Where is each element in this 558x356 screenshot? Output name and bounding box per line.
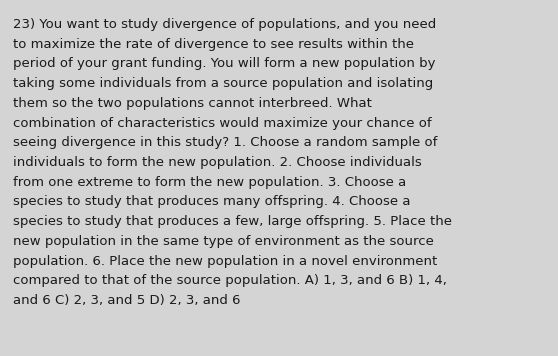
Text: combination of characteristics would maximize your chance of: combination of characteristics would max… [13,117,432,130]
Text: period of your grant funding. You will form a new population by: period of your grant funding. You will f… [13,57,435,70]
Text: them so the two populations cannot interbreed. What: them so the two populations cannot inter… [13,97,372,110]
Text: to maximize the rate of divergence to see results within the: to maximize the rate of divergence to se… [13,38,414,51]
Text: from one extreme to form the new population. 3. Choose a: from one extreme to form the new populat… [13,176,406,189]
Text: population. 6. Place the new population in a novel environment: population. 6. Place the new population … [13,255,437,268]
Text: taking some individuals from a source population and isolating: taking some individuals from a source po… [13,77,433,90]
Text: seeing divergence in this study? 1. Choose a random sample of: seeing divergence in this study? 1. Choo… [13,136,437,149]
Text: species to study that produces a few, large offspring. 5. Place the: species to study that produces a few, la… [13,215,452,228]
Text: 23) You want to study divergence of populations, and you need: 23) You want to study divergence of popu… [13,18,436,31]
Text: species to study that produces many offspring. 4. Choose a: species to study that produces many offs… [13,195,411,209]
Text: compared to that of the source population. A) 1, 3, and 6 B) 1, 4,: compared to that of the source populatio… [13,274,447,287]
Text: individuals to form the new population. 2. Choose individuals: individuals to form the new population. … [13,156,422,169]
Text: and 6 C) 2, 3, and 5 D) 2, 3, and 6: and 6 C) 2, 3, and 5 D) 2, 3, and 6 [13,294,240,307]
Text: new population in the same type of environment as the source: new population in the same type of envir… [13,235,434,248]
